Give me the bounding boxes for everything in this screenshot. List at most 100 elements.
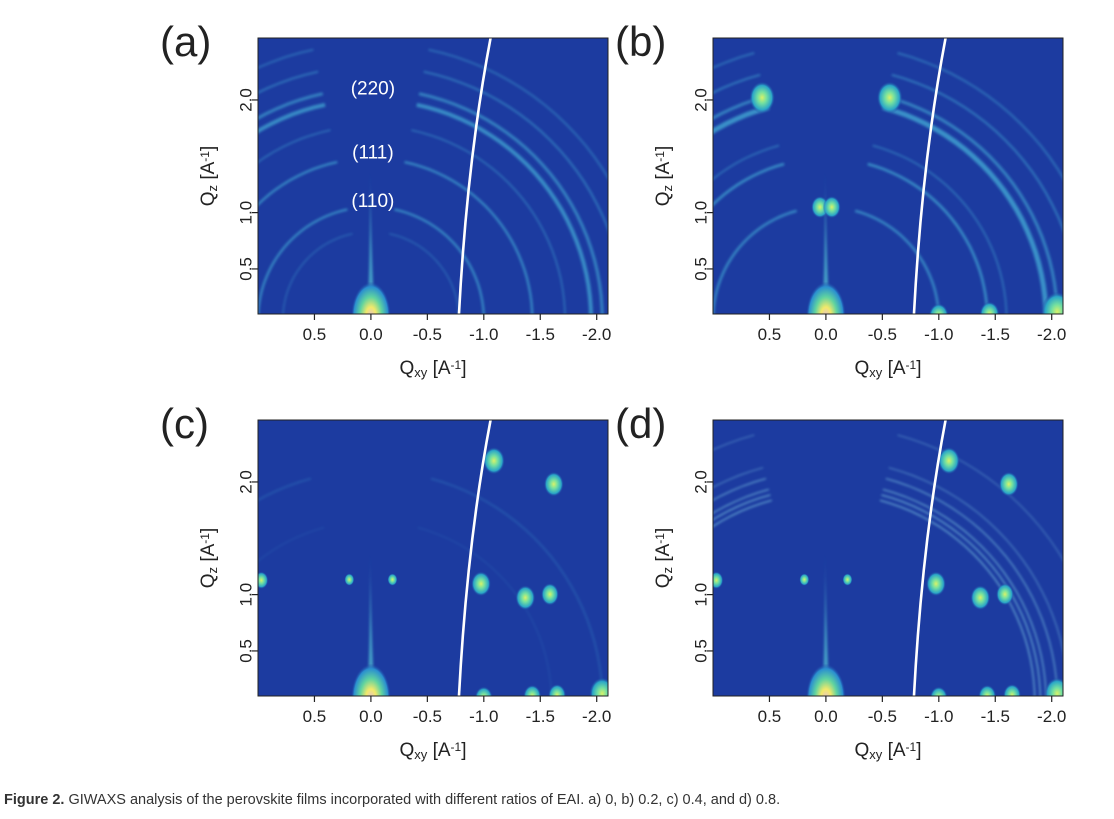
x-axis-label: Qxy [A-1] [855, 740, 922, 762]
ring-annotation: (110) [351, 191, 394, 212]
x-tick-label: 0.5 [303, 707, 327, 726]
detector-image [713, 38, 1063, 314]
detector-image [713, 420, 1063, 696]
detector-image [258, 420, 608, 696]
figure-caption: Figure 2. GIWAXS analysis of the perovsk… [4, 792, 1110, 808]
diffraction-ring [258, 526, 325, 562]
y-tick-label: 1.0 [692, 201, 711, 225]
detector-background [713, 38, 1063, 314]
texture-spot [928, 303, 949, 314]
diffraction-ring [258, 477, 312, 502]
bragg-spot [929, 686, 948, 696]
x-tick-label: 0.5 [758, 325, 782, 344]
panel-c: 0.5 0.0 -0.5 -1.0 -1.5 -2.0 0.5 1.0 2.0 Qxy [A-1]… [160, 400, 611, 762]
x-tick-label: -2.0 [582, 325, 611, 344]
x-tick-label: -1.0 [469, 325, 498, 344]
diffraction-ring [891, 73, 1063, 232]
bragg-spot [926, 571, 947, 597]
diffraction-ring [404, 161, 534, 314]
bragg-spot [482, 446, 505, 475]
x-tick-label: -1.0 [924, 707, 953, 726]
diffraction-ring [258, 208, 348, 314]
detector-background [258, 38, 608, 314]
x-tick-label: 0.0 [814, 707, 838, 726]
x-tick-label: 0.0 [814, 325, 838, 344]
diffraction-ring [872, 144, 1008, 314]
diffraction-ring [897, 52, 1063, 180]
diffraction-ring [713, 105, 770, 135]
diffraction-ring [411, 129, 566, 314]
diffraction-ring [258, 70, 319, 94]
plot-frame [712, 419, 1064, 697]
specular-streak [822, 551, 830, 696]
bragg-spot [995, 583, 1014, 606]
bragg-spot [474, 686, 493, 696]
diffraction-ring [867, 162, 989, 314]
diffraction-ring [394, 208, 485, 314]
y-tick-label: 1.0 [237, 583, 256, 607]
x-tick-label: -1.5 [981, 707, 1010, 726]
diffraction-ring [428, 48, 608, 180]
y-tick-label: 2.0 [692, 470, 711, 494]
x-tick-label: -2.0 [1037, 325, 1066, 344]
x-tick-label: -1.5 [526, 325, 555, 344]
x-tick-label: -1.5 [526, 707, 555, 726]
bragg-spot [548, 683, 567, 696]
bragg-spot [387, 573, 398, 586]
texture-spot [822, 195, 841, 219]
x-tick-label: -1.0 [924, 325, 953, 344]
specular-streak [822, 169, 830, 314]
x-tick-label: -0.5 [413, 325, 442, 344]
bragg-spot [978, 684, 997, 696]
x-tick-label: 0.0 [359, 325, 383, 344]
bragg-spot [998, 471, 1019, 497]
panel-a: 0.5 0.0 -0.5 -1.0 -1.5 -2.0 0.5 1.0 2.0 Qxy [A-1]… [160, 18, 611, 380]
bragg-spot [842, 573, 853, 586]
x-tick-label: -1.0 [469, 707, 498, 726]
x-tick-label: -0.5 [413, 707, 442, 726]
panel-d: 0.5 0.0 -0.5 -1.0 -1.5 -2.0 0.5 1.0 2.0 Qxy [A-1]… [615, 400, 1066, 762]
bragg-spot [1003, 683, 1022, 696]
bragg-spot [344, 573, 355, 586]
bragg-spot [471, 571, 492, 597]
x-tick-label: -2.0 [1037, 707, 1066, 726]
panel-label: (a) [160, 18, 211, 65]
y-axis-label: Qz [A-1] [653, 528, 675, 588]
x-tick-label: -1.5 [981, 325, 1010, 344]
y-tick-label: 1.0 [237, 201, 256, 225]
diffraction-ring [423, 70, 608, 232]
y-tick-label: 0.5 [692, 257, 711, 281]
diffraction-ring [713, 144, 780, 180]
y-tick-label: 1.0 [692, 583, 711, 607]
diffraction-ring [713, 488, 770, 514]
y-tick-label: 0.5 [692, 639, 711, 663]
caption-label: Figure 2. [4, 792, 65, 808]
y-tick-label: 0.5 [237, 639, 256, 663]
missing-wedge-boundary [912, 420, 947, 696]
bragg-spot [515, 585, 536, 611]
y-axis-label: Qz [A-1] [653, 146, 675, 206]
x-tick-label: -0.5 [868, 325, 897, 344]
y-tick-label: 2.0 [237, 88, 256, 112]
diffraction-ring [258, 161, 338, 206]
bragg-spot [970, 585, 991, 611]
panel-label: (b) [615, 18, 666, 65]
bragg-spot [713, 571, 724, 589]
diffraction-ring [713, 494, 771, 521]
diffraction-ring [713, 467, 764, 488]
y-tick-label: 2.0 [237, 470, 256, 494]
plot-frame [257, 419, 609, 697]
giwaxs-figure: 0.5 0.0 -0.5 -1.0 -1.5 -2.0 0.5 1.0 2.0 Qxy [A-1]… [160, 18, 1066, 762]
diffraction-ring [713, 162, 785, 207]
bragg-spot [258, 571, 269, 589]
missing-wedge-boundary [457, 420, 492, 696]
beam-stop-region [805, 663, 846, 696]
bragg-spot [543, 471, 564, 497]
texture-spot [979, 301, 1000, 314]
diffraction-ring [418, 92, 604, 314]
diffraction-ring [882, 488, 1047, 696]
bragg-spot [799, 573, 810, 586]
diffraction-ring [713, 499, 772, 527]
x-tick-label: -0.5 [868, 707, 897, 726]
panel-label: (c) [160, 400, 209, 447]
